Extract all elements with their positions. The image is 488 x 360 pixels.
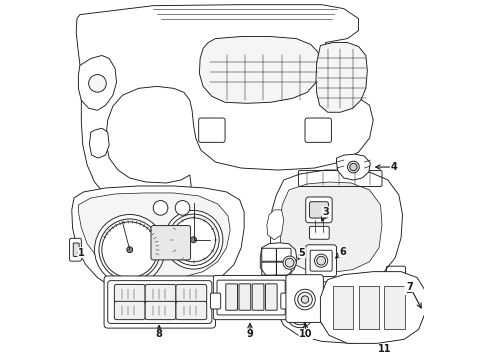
FancyBboxPatch shape bbox=[217, 280, 285, 315]
Circle shape bbox=[388, 298, 415, 325]
Polygon shape bbox=[76, 5, 372, 210]
Polygon shape bbox=[336, 154, 369, 180]
FancyBboxPatch shape bbox=[114, 284, 145, 303]
FancyBboxPatch shape bbox=[305, 197, 331, 223]
Circle shape bbox=[349, 163, 356, 171]
Text: 2: 2 bbox=[404, 284, 411, 294]
Circle shape bbox=[88, 75, 106, 92]
FancyBboxPatch shape bbox=[145, 301, 176, 320]
FancyBboxPatch shape bbox=[176, 284, 206, 303]
Circle shape bbox=[126, 247, 132, 253]
FancyBboxPatch shape bbox=[107, 281, 211, 323]
FancyBboxPatch shape bbox=[213, 275, 288, 320]
Circle shape bbox=[153, 201, 167, 215]
FancyBboxPatch shape bbox=[104, 276, 215, 328]
FancyBboxPatch shape bbox=[305, 245, 336, 276]
Polygon shape bbox=[320, 272, 424, 343]
FancyBboxPatch shape bbox=[252, 284, 264, 310]
Text: 7: 7 bbox=[406, 282, 412, 292]
Text: 10: 10 bbox=[298, 329, 312, 339]
Text: 5: 5 bbox=[298, 248, 305, 258]
Circle shape bbox=[293, 309, 305, 320]
Circle shape bbox=[283, 256, 296, 269]
Circle shape bbox=[190, 237, 196, 243]
Circle shape bbox=[286, 301, 312, 328]
Circle shape bbox=[314, 254, 327, 267]
FancyBboxPatch shape bbox=[176, 301, 206, 320]
FancyBboxPatch shape bbox=[69, 238, 81, 261]
Text: 6: 6 bbox=[338, 247, 345, 257]
Circle shape bbox=[167, 214, 219, 265]
FancyBboxPatch shape bbox=[280, 293, 292, 309]
Polygon shape bbox=[270, 170, 402, 289]
Circle shape bbox=[175, 201, 189, 215]
Polygon shape bbox=[78, 193, 230, 280]
FancyBboxPatch shape bbox=[114, 301, 145, 320]
Circle shape bbox=[289, 304, 309, 325]
Circle shape bbox=[301, 296, 308, 303]
Circle shape bbox=[347, 161, 359, 173]
Polygon shape bbox=[199, 37, 318, 103]
Circle shape bbox=[396, 306, 407, 318]
Circle shape bbox=[297, 292, 312, 307]
FancyBboxPatch shape bbox=[210, 293, 220, 309]
Text: 9: 9 bbox=[246, 329, 253, 339]
Circle shape bbox=[102, 222, 157, 278]
FancyBboxPatch shape bbox=[285, 275, 323, 323]
Circle shape bbox=[99, 219, 160, 280]
Text: 1: 1 bbox=[78, 248, 84, 258]
Polygon shape bbox=[260, 243, 296, 278]
Circle shape bbox=[316, 256, 325, 265]
Text: 8: 8 bbox=[155, 329, 162, 339]
FancyBboxPatch shape bbox=[145, 284, 176, 303]
FancyBboxPatch shape bbox=[309, 250, 331, 271]
Circle shape bbox=[294, 289, 315, 310]
Polygon shape bbox=[89, 128, 109, 158]
Circle shape bbox=[164, 211, 223, 269]
FancyBboxPatch shape bbox=[107, 288, 125, 309]
FancyBboxPatch shape bbox=[151, 226, 190, 260]
Circle shape bbox=[171, 218, 215, 262]
FancyBboxPatch shape bbox=[73, 243, 79, 256]
Polygon shape bbox=[384, 285, 404, 329]
Circle shape bbox=[391, 301, 412, 322]
Text: 11: 11 bbox=[377, 345, 390, 354]
Polygon shape bbox=[332, 285, 353, 329]
FancyBboxPatch shape bbox=[225, 284, 237, 310]
Polygon shape bbox=[315, 42, 366, 112]
Circle shape bbox=[94, 215, 164, 285]
Polygon shape bbox=[280, 182, 381, 273]
Polygon shape bbox=[72, 186, 244, 296]
Polygon shape bbox=[358, 285, 378, 329]
Text: 3: 3 bbox=[322, 207, 328, 217]
Polygon shape bbox=[277, 282, 422, 343]
FancyBboxPatch shape bbox=[239, 284, 250, 310]
FancyBboxPatch shape bbox=[188, 286, 205, 307]
Text: 4: 4 bbox=[389, 162, 396, 172]
Polygon shape bbox=[78, 55, 116, 110]
Polygon shape bbox=[266, 210, 283, 240]
FancyBboxPatch shape bbox=[309, 202, 328, 218]
Circle shape bbox=[285, 258, 293, 267]
FancyBboxPatch shape bbox=[265, 284, 277, 310]
FancyBboxPatch shape bbox=[309, 226, 328, 239]
